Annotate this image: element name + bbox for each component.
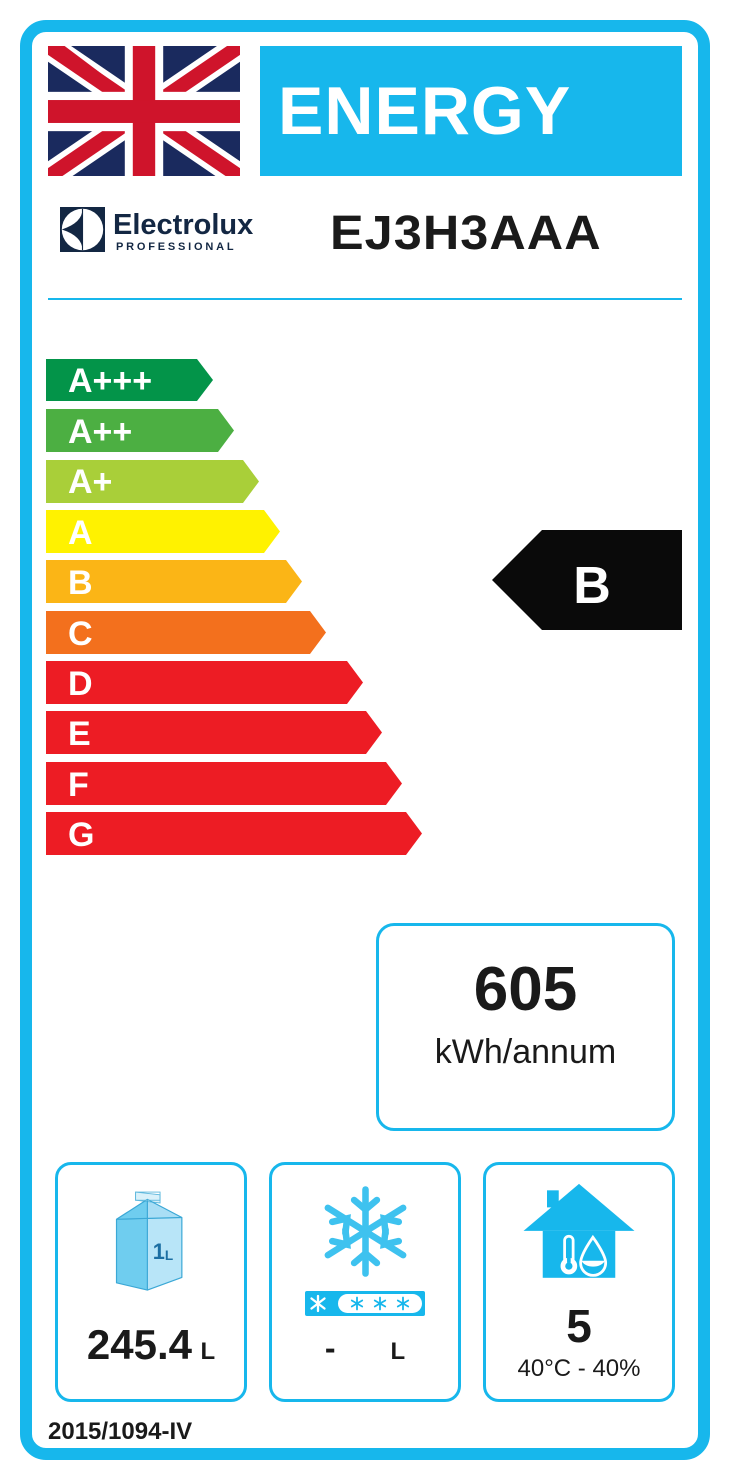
svg-text:E: E <box>68 715 91 753</box>
svg-text:F: F <box>68 766 89 804</box>
svg-text:B: B <box>573 557 611 615</box>
svg-text:G: G <box>68 816 94 854</box>
svg-text:B: B <box>68 564 93 602</box>
svg-text:A: A <box>68 514 93 552</box>
svg-text:D: D <box>68 665 93 703</box>
svg-text:A+: A+ <box>68 463 112 501</box>
svg-text:A+++: A+++ <box>68 362 152 400</box>
svg-text:C: C <box>68 615 93 653</box>
svg-text:A++: A++ <box>68 413 132 451</box>
